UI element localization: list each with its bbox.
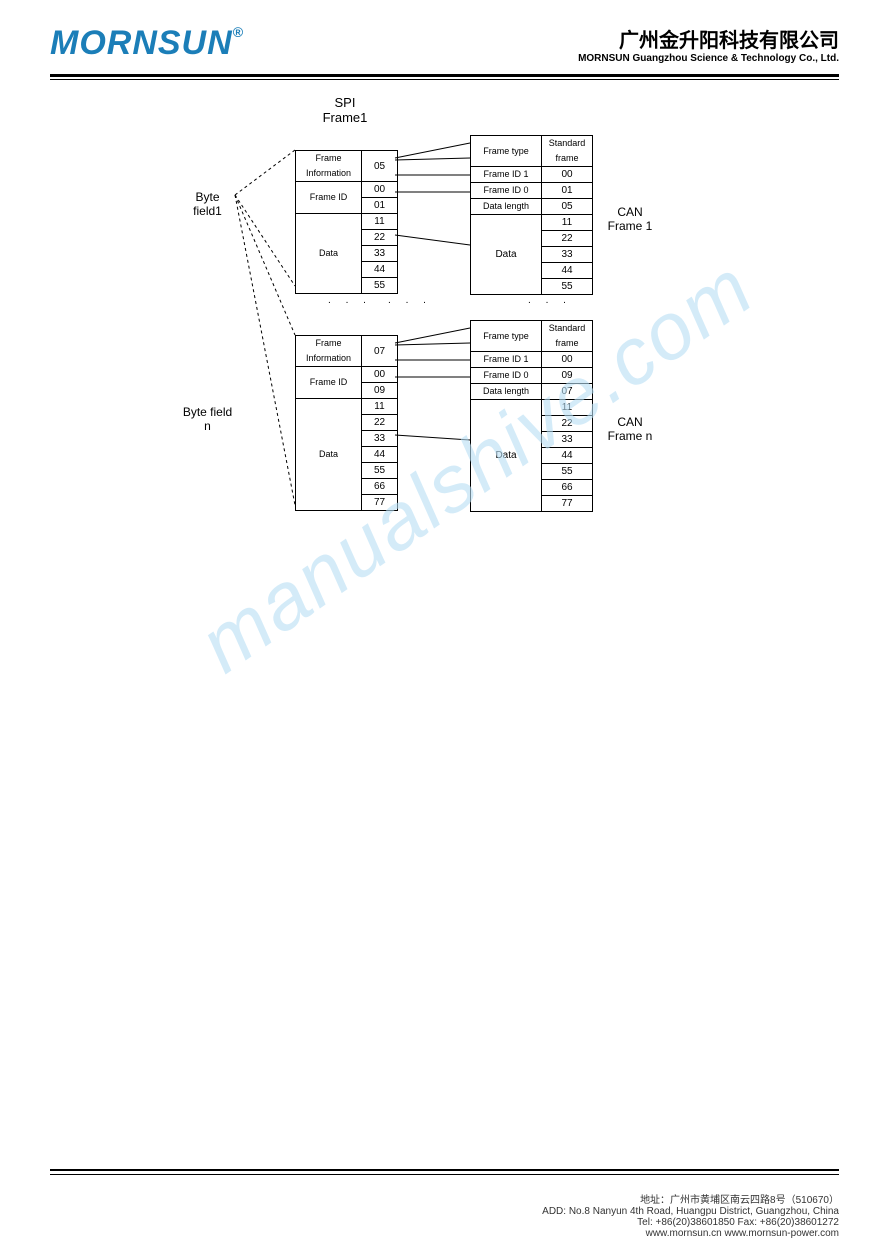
byte-field-n-label: Byte fieldn [180,405,235,433]
header: MORNSUN® 广州金升阳科技有限公司 MORNSUN Guangzhou S… [50,24,839,72]
logo: MORNSUN® [50,24,244,62]
footer-tel: Tel: +86(20)38601850 Fax: +86(20)3860127… [50,1217,839,1228]
can-frame-1-label: CANFrame 1 [600,205,660,233]
footer-address-en: ADD: No.8 Nanyun 4th Road, Huangpu Distr… [50,1206,839,1217]
company-en: MORNSUN Guangzhou Science & Technology C… [578,53,839,64]
footer-address-cn: 地址：广州市黄埔区南云四路8号（510670） [50,1191,839,1206]
ellipsis-2: . . . [365,295,455,306]
ellipsis-3: . . . [505,295,595,306]
can-frame-1-table: Frame typeStandard frameFrame ID 100Fram… [470,135,593,295]
company-cn: 广州金升阳科技有限公司 [578,24,839,53]
footer-web: www.mornsun.cn www.mornsun-power.com [50,1228,839,1239]
footer: 地址：广州市黄埔区南云四路8号（510670） ADD: No.8 Nanyun… [50,1191,839,1239]
byte-field-1-label: Bytefield1 [185,190,230,218]
spi-frame-1-table: Frame Information05Frame ID0001Data11223… [295,150,398,294]
spi-title: SPIFrame1 [310,95,380,125]
